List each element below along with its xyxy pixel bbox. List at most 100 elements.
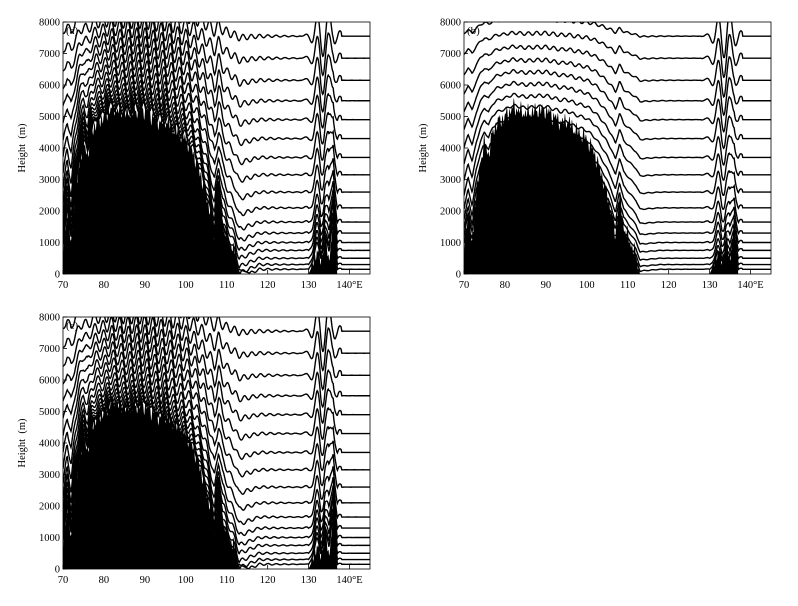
x-tick-label: 100 <box>178 575 194 586</box>
isentrope-line-7 <box>63 79 370 231</box>
x-tick-label: 70 <box>58 280 69 291</box>
isentrope-line-1 <box>636 249 771 273</box>
x-tick-label: 110 <box>219 280 234 291</box>
y-tick-label: 8000 <box>39 18 60 29</box>
x-tick-label: 120 <box>260 280 276 291</box>
isentrope-line-12 <box>63 43 370 147</box>
panel-label: (c) <box>66 320 79 332</box>
isentrope-line-11 <box>63 51 370 166</box>
isentrope-line-1 <box>63 400 370 569</box>
isentrope-line-5 <box>63 387 370 546</box>
y-tick-label: 2000 <box>39 207 60 218</box>
x-tick-label: 90 <box>140 575 151 586</box>
isentrope-line-4 <box>464 207 771 253</box>
x-tick-label: 100 <box>178 280 194 291</box>
x-tick-label: 90 <box>140 280 151 291</box>
isentrope-line-2 <box>464 237 771 268</box>
y-axis-label: Height (m) <box>17 123 28 172</box>
isentrope-line-16 <box>464 30 771 79</box>
panel-label: (a) <box>66 25 79 37</box>
isentrope-line-13 <box>464 68 771 134</box>
y-tick-label: 7000 <box>39 49 60 60</box>
y-tick-label: 8000 <box>440 18 461 29</box>
isentrope-line-7 <box>63 378 370 526</box>
y-tick-label: 4000 <box>39 144 60 155</box>
y-tick-label: 8000 <box>39 313 60 324</box>
y-tick-label: 3000 <box>39 470 60 481</box>
panel-2: 70 80 90 100 110 120 130 140°E 0 1000 2000 3000 4000… <box>418 18 772 291</box>
isentrope-line-11 <box>464 92 771 167</box>
isentrope-line-4 <box>63 92 370 261</box>
terrain-fill <box>63 392 370 569</box>
isentrope-line-10 <box>63 357 370 478</box>
isentrope-line-6 <box>63 383 370 537</box>
isentrope-line-10 <box>63 59 370 183</box>
y-tick-label: 3000 <box>440 175 461 186</box>
isentrope-line-10 <box>464 103 771 182</box>
isentrope-line-14 <box>464 57 771 117</box>
y-tick-label: 6000 <box>39 376 60 387</box>
x-tick-label: 80 <box>99 280 110 291</box>
isentrope-line-16 <box>63 317 370 372</box>
y-tick-label: 1000 <box>39 238 60 249</box>
isentrope-line-13 <box>63 332 370 425</box>
isentrope-line-11 <box>63 349 370 461</box>
x-tick-label: 110 <box>620 280 635 291</box>
y-tick-label: 5000 <box>39 407 60 418</box>
isentrope-line-3 <box>63 96 370 270</box>
isentrope-line-2 <box>63 99 370 274</box>
isentrope-line-6 <box>464 175 771 236</box>
y-tick-label: 5000 <box>440 112 461 123</box>
y-tick-label: 2000 <box>39 502 60 513</box>
y-tick-label: 3000 <box>39 175 60 186</box>
y-tick-label: 1000 <box>440 238 461 249</box>
isentrope-line-9 <box>63 66 370 201</box>
y-tick-label: 1000 <box>39 533 60 544</box>
isentrope-line-14 <box>63 26 370 114</box>
isentrope-line-14 <box>63 323 370 409</box>
x-tick-label: 140°E <box>336 575 362 586</box>
isentrope-line-8 <box>63 73 370 217</box>
isentrope-line-12 <box>464 80 771 150</box>
panel-label: (b) <box>467 25 480 37</box>
x-tick-label: 100 <box>579 280 595 291</box>
isentrope-line-7 <box>464 157 771 225</box>
isentrope-line-9 <box>63 364 370 496</box>
isentrope-line-5 <box>63 88 370 251</box>
isentrope-line-17 <box>63 22 370 58</box>
y-tick-label: 0 <box>456 270 461 281</box>
y-tick-label: 0 <box>55 270 60 281</box>
x-tick-label: 70 <box>58 575 69 586</box>
isentrope-line-15 <box>63 317 370 391</box>
x-tick-label: 140°E <box>336 280 362 291</box>
isentrope-line-16 <box>63 22 370 77</box>
x-tick-label: 130 <box>702 280 718 291</box>
isentrope-line-4 <box>63 391 370 555</box>
x-tick-label: 140°E <box>737 280 763 291</box>
x-tick-label: 80 <box>500 280 511 291</box>
isentrope-line-17 <box>464 22 771 59</box>
isentrope-line-13 <box>63 35 370 130</box>
isentrope-line-15 <box>464 44 771 99</box>
x-tick-label: 120 <box>260 575 276 586</box>
y-tick-label: 7000 <box>440 49 461 60</box>
y-tick-label: 6000 <box>440 81 461 92</box>
isentrope-line-9 <box>464 116 771 197</box>
plot-area <box>464 22 771 274</box>
plot-area <box>63 317 370 569</box>
y-tick-label: 0 <box>55 565 60 576</box>
isentrope-line-3 <box>464 227 771 262</box>
y-tick-label: 2000 <box>440 207 461 218</box>
x-tick-label: 80 <box>99 575 110 586</box>
y-tick-label: 4000 <box>39 439 60 450</box>
isentrope-line-12 <box>63 340 370 441</box>
isentrope-line-6 <box>63 84 370 242</box>
isentrope-line-15 <box>63 22 370 96</box>
x-tick-label: 130 <box>301 575 317 586</box>
terrain-fill <box>464 97 771 274</box>
isentrope-line-8 <box>464 137 771 211</box>
y-tick-label: 6000 <box>39 81 60 92</box>
x-tick-label: 90 <box>541 280 552 291</box>
isentrope-line-3 <box>63 395 370 564</box>
